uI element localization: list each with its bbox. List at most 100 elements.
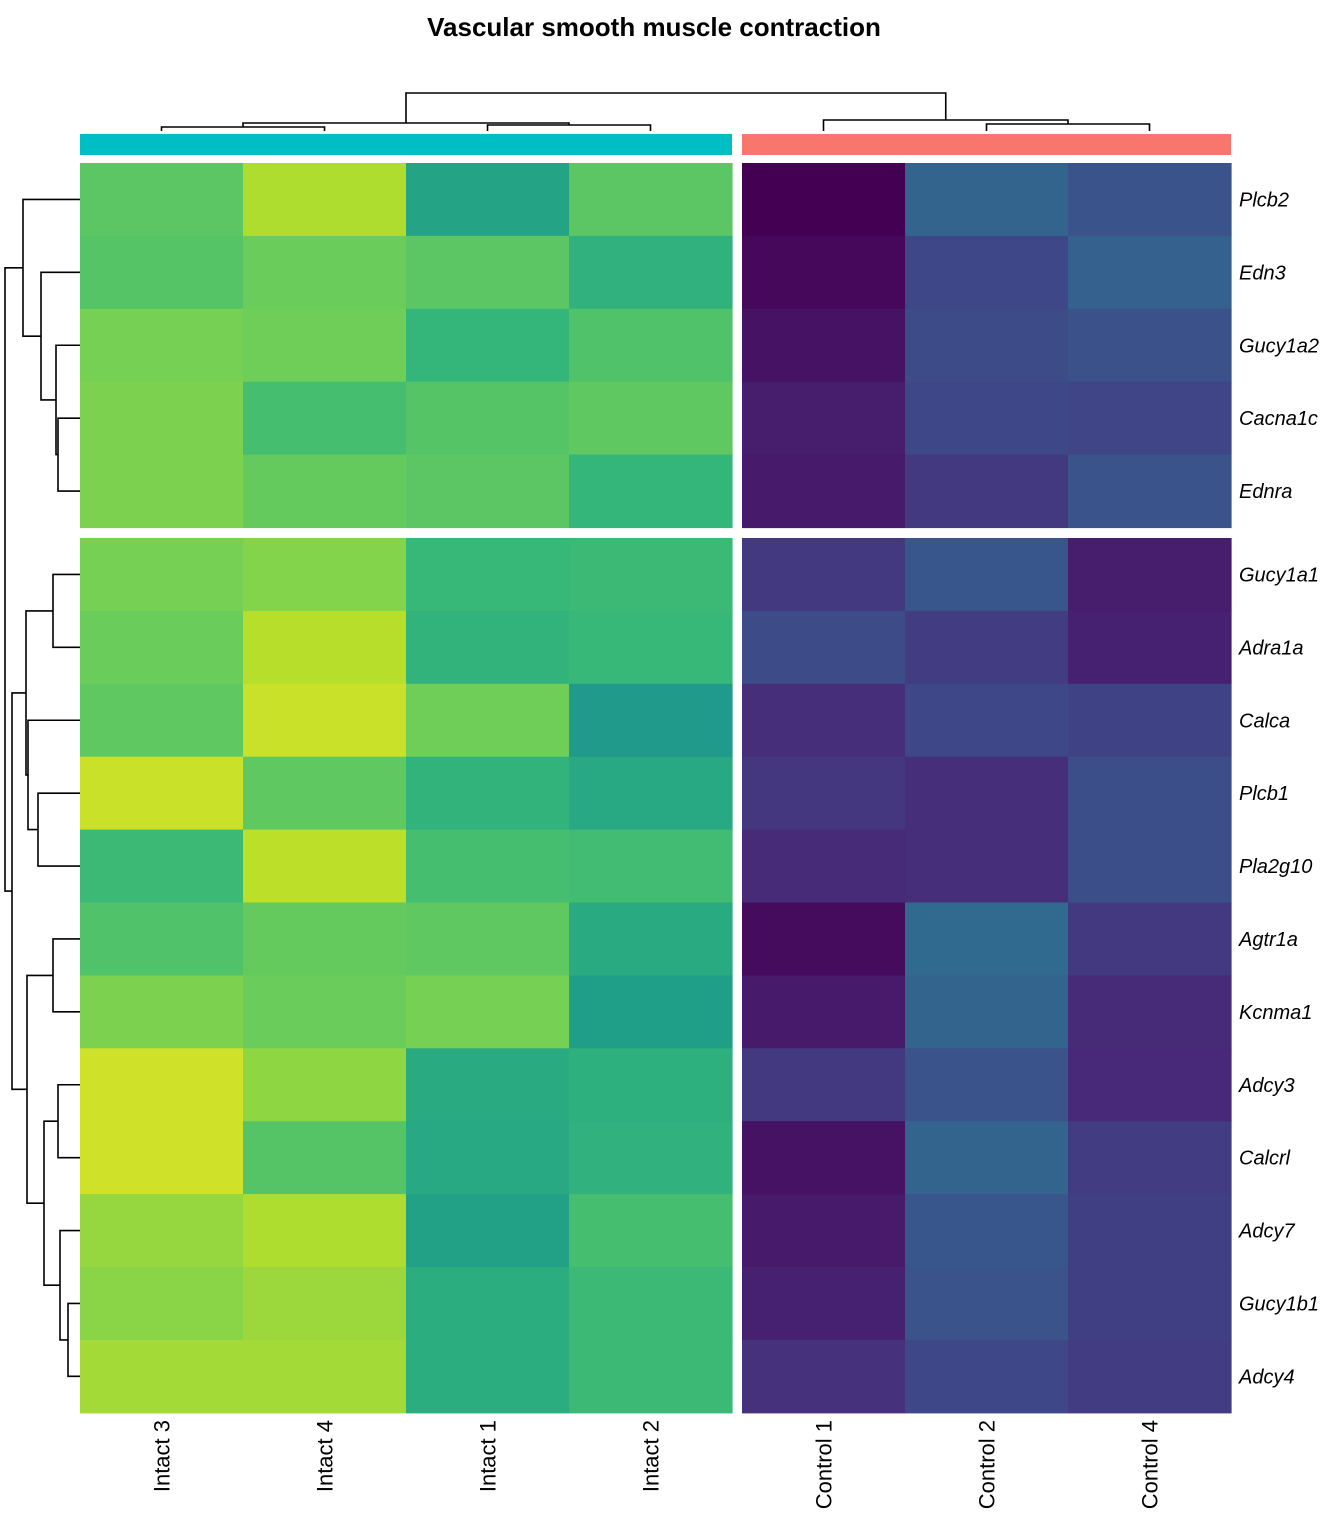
heatmap-cell [742, 756, 906, 831]
heatmap-cell [1068, 1048, 1232, 1122]
heatmap-cell [1068, 829, 1232, 904]
column-group-bar-control [742, 134, 1231, 155]
heatmap-cell [742, 381, 906, 456]
heatmap-cell [80, 454, 244, 529]
heatmap-cell [569, 381, 733, 456]
row-labels: Plcb2 Edn3 Gucy1a2 Cacna1c Ednra Gucy1a1 Adra1… [1238, 189, 1319, 1388]
heatmap-cell [742, 1121, 906, 1195]
heatmap-cell [80, 975, 244, 1049]
heatmap-cell [406, 610, 570, 685]
heatmap-cell [742, 235, 906, 310]
row-label: Kcnma1 [1239, 1002, 1312, 1024]
heatmap-cell [406, 1267, 570, 1341]
heatmap-cell [1068, 1339, 1232, 1414]
heatmap-cell [905, 975, 1069, 1049]
heatmap-cell [243, 454, 407, 529]
column-label: Intact 4 [313, 1420, 338, 1492]
heatmap-cell [905, 163, 1069, 237]
column-label: Control 2 [975, 1420, 1000, 1509]
row-dendrogram-branch [57, 417, 80, 492]
column-dendrogram-branch [160, 126, 326, 131]
heatmap-cell [80, 829, 244, 904]
heatmap-cell [1068, 381, 1232, 456]
row-label: Plcb2 [1239, 189, 1289, 211]
heatmap-cell [905, 829, 1069, 904]
column-labels: Intact 3 Intact 4 Intact 1 Intact 2 Control … [150, 1420, 1163, 1509]
heatmap-cell [1068, 683, 1232, 758]
heatmap-cell [742, 1194, 906, 1268]
heatmap-cell [905, 381, 1069, 456]
heatmap-cell [569, 538, 733, 612]
row-dendrogram-branch [26, 974, 53, 1205]
heatmap-cell [80, 1339, 244, 1414]
heatmap-cell [1068, 902, 1232, 976]
heatmap-cell [905, 756, 1069, 831]
column-dendrogram [160, 92, 1151, 131]
row-label: Gucy1a1 [1239, 564, 1319, 586]
column-label: Intact 2 [639, 1420, 664, 1492]
heatmap-cell [406, 1121, 570, 1195]
column-group-annotations [80, 134, 1231, 155]
column-dendrogram-branch [985, 123, 1151, 131]
heatmap-cell [905, 454, 1069, 529]
row-label: Gucy1b1 [1239, 1293, 1319, 1315]
row-dendrogram-branch [52, 938, 80, 1013]
heatmap-cell [569, 975, 733, 1049]
heatmap-cell [243, 1121, 407, 1195]
heatmap-cell [80, 308, 244, 383]
heatmap-cell [243, 381, 407, 456]
heatmap-cell [80, 610, 244, 685]
row-label: Adra1a [1238, 637, 1304, 659]
heatmap-cell [243, 829, 407, 904]
row-label: Adcy4 [1238, 1366, 1295, 1388]
heatmap-cell [569, 163, 733, 237]
column-group-bar-intact [80, 134, 732, 155]
heatmap-cell [243, 1048, 407, 1122]
row-dendrogram-branch [11, 692, 27, 1091]
heatmap-cell [80, 1048, 244, 1122]
heatmap-cell [905, 235, 1069, 310]
row-dendrogram-branch [67, 1302, 80, 1378]
row-label: Agtr1a [1238, 929, 1298, 951]
row-dendrogram-branch [55, 344, 80, 456]
heatmap-cell [742, 454, 906, 529]
row-label: Gucy1a2 [1239, 335, 1319, 357]
heatmap-cell [243, 235, 407, 310]
column-label: Control 1 [812, 1420, 837, 1509]
heatmap-cell [905, 1048, 1069, 1122]
row-dendrogram-branch [52, 573, 80, 649]
row-dendrogram [4, 198, 80, 1378]
heatmap-cell [406, 454, 570, 529]
heatmap-cell [80, 1267, 244, 1341]
heatmap-cell [569, 1048, 733, 1122]
heatmap-cell [1068, 163, 1232, 237]
heatmap-cell [905, 902, 1069, 976]
heatmap-cell [80, 756, 244, 831]
heatmap-cell [742, 902, 906, 976]
heatmap-cell [569, 829, 733, 904]
heatmap-cell [80, 235, 244, 310]
row-label: Ednra [1239, 481, 1292, 503]
column-dendrogram-branch [822, 119, 1069, 131]
heatmap-cell [905, 683, 1069, 758]
heatmap-cell [1068, 454, 1232, 529]
row-label: Plcb1 [1239, 783, 1289, 805]
heatmap-cell [406, 1339, 570, 1414]
heatmap-cell [80, 1121, 244, 1195]
row-dendrogram-branch [22, 198, 80, 337]
heatmap-cell [905, 1267, 1069, 1341]
heatmap-cell [406, 683, 570, 758]
heatmap-cell [742, 829, 906, 904]
heatmap-cell [80, 163, 244, 237]
column-dendrogram-root [405, 92, 947, 123]
heatmap-cell [243, 683, 407, 758]
heatmap-cell [905, 1194, 1069, 1268]
heatmap-cells [80, 163, 1232, 1414]
heatmap-cell [406, 235, 570, 310]
row-label: Pla2g10 [1239, 856, 1312, 878]
heatmap-cell [243, 902, 407, 976]
heatmap-cell [406, 1194, 570, 1268]
heatmap-cell [406, 1048, 570, 1122]
heatmap-cell [243, 975, 407, 1049]
